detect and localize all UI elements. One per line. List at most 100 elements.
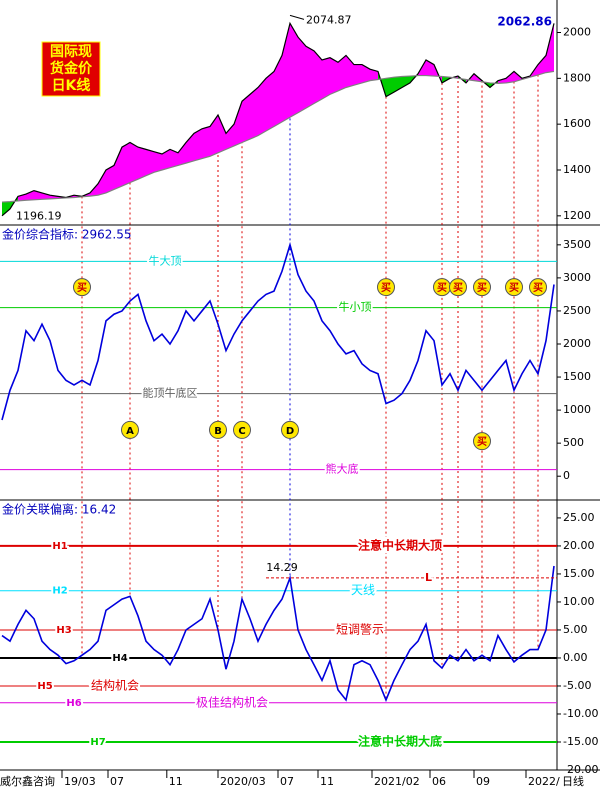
y-tick-label: 1000 <box>563 403 591 416</box>
deviation-fill <box>2 201 10 216</box>
logo-text: 货金价 <box>49 60 93 77</box>
level-label: 结构机会 <box>91 677 139 692</box>
level-name: H4 <box>112 653 127 664</box>
deviation-fill <box>506 71 514 83</box>
deviation-fill <box>306 46 314 109</box>
signal-marker <box>233 420 251 439</box>
deviation-fill <box>346 55 354 88</box>
deviation-fill <box>258 78 266 136</box>
deviation-fill <box>194 128 202 161</box>
x-tick-label: 07 <box>280 775 294 788</box>
level-label: 天线 <box>351 583 375 597</box>
y-tick-label: 500 <box>563 436 584 449</box>
y-tick-label: 1800 <box>563 71 591 84</box>
y-tick-label: 3000 <box>563 271 591 284</box>
marker-label: L <box>425 571 432 584</box>
signal-marker <box>377 278 395 297</box>
deviation-fill <box>202 126 210 159</box>
level-label: 牛大顶 <box>149 253 182 267</box>
deviation-fill <box>546 23 554 73</box>
level-label: 熊大底 <box>326 462 359 476</box>
deviation-fill <box>42 192 50 200</box>
y-tick-label: 0 <box>563 469 570 482</box>
deviation-fill <box>26 190 34 201</box>
level-name: H3 <box>56 625 71 636</box>
level-name: H2 <box>52 586 67 597</box>
y-tick-label: 2500 <box>563 304 591 317</box>
signal-label: 买 <box>437 282 447 294</box>
y-tick-label: 5.00 <box>563 623 588 636</box>
signal-marker <box>529 278 547 297</box>
deviation-fill <box>330 57 338 95</box>
signal-label: A <box>126 426 134 437</box>
y-tick-label: 1200 <box>563 209 591 222</box>
annotation-leader <box>289 14 305 20</box>
deviation-fill <box>386 77 394 97</box>
deviation-fill <box>402 76 410 88</box>
level-name: H6 <box>66 698 81 709</box>
level-label: 能顶牛底区 <box>143 386 198 400</box>
logo-box <box>41 41 101 97</box>
signal-label: C <box>238 426 245 437</box>
level-name: H1 <box>52 541 67 552</box>
brand: 威尔鑫咨询 <box>0 774 55 788</box>
y-tick-label: 1600 <box>563 117 591 130</box>
signal-marker <box>121 420 139 439</box>
signal-label: 买 <box>77 282 87 294</box>
deviation-fill <box>338 55 346 91</box>
deviation-fill <box>314 50 322 104</box>
x-tick-label: 11 <box>320 775 334 788</box>
annotation: 2074.87 <box>306 13 352 26</box>
level-name: H7 <box>90 737 105 748</box>
deviation-fill <box>138 147 146 180</box>
level-label: 短调警示 <box>336 621 384 636</box>
deviation-fill <box>114 147 122 190</box>
signal-marker <box>473 278 491 297</box>
deviation-fill <box>322 57 330 99</box>
deviation-fill <box>498 78 506 84</box>
x-tick-label: 2021/02 <box>374 775 420 788</box>
deviation-fill <box>210 115 218 157</box>
signal-marker <box>473 432 491 451</box>
deviation-fill <box>370 69 378 81</box>
signal-marker <box>73 278 91 297</box>
signal-label: B <box>214 426 222 437</box>
deviation-fill <box>106 165 114 193</box>
y-tick-label: 1500 <box>563 370 591 383</box>
y-tick-label: 15.00 <box>563 567 595 580</box>
logo-text: 国际现 <box>50 44 92 60</box>
signal-label: 买 <box>477 436 487 448</box>
y-tick-label: 2000 <box>563 337 591 350</box>
panel-title: 金价综合指标: 2962.55 <box>2 227 131 242</box>
y-tick-label: -10.00 <box>563 707 598 720</box>
signal-marker <box>449 278 467 297</box>
period: 日线 <box>562 774 584 788</box>
y-tick-label: 0.00 <box>563 651 588 664</box>
signal-label: 买 <box>477 282 487 294</box>
x-tick-label: 11 <box>169 775 183 788</box>
y-tick-label: 2000 <box>563 26 591 39</box>
deviation-fill <box>266 71 274 132</box>
deviation-fill <box>122 142 130 187</box>
annotation: 14.29 <box>266 561 298 574</box>
last-price: 2062.86 <box>497 15 552 29</box>
y-tick-label: -20.00 <box>563 763 598 776</box>
x-tick-label: 07 <box>110 775 124 788</box>
deviation-fill <box>274 55 282 127</box>
deviation-fill <box>298 37 306 113</box>
deviation-fill <box>290 23 298 118</box>
deviation-fill <box>234 101 242 146</box>
signal-marker <box>281 420 299 439</box>
annotation: 1196.19 <box>16 210 62 223</box>
y-tick-label: -15.00 <box>563 735 598 748</box>
y-tick-label: 3500 <box>563 238 591 251</box>
signal-label: 买 <box>381 282 391 294</box>
x-tick-label: 2022/ <box>528 775 560 788</box>
deviation-fill <box>354 64 362 86</box>
deviation-fill <box>362 64 370 83</box>
deviation-fill <box>242 94 250 143</box>
deviation-fill <box>514 71 522 82</box>
deviation-fill <box>130 142 138 183</box>
deviation-fill <box>18 194 26 201</box>
